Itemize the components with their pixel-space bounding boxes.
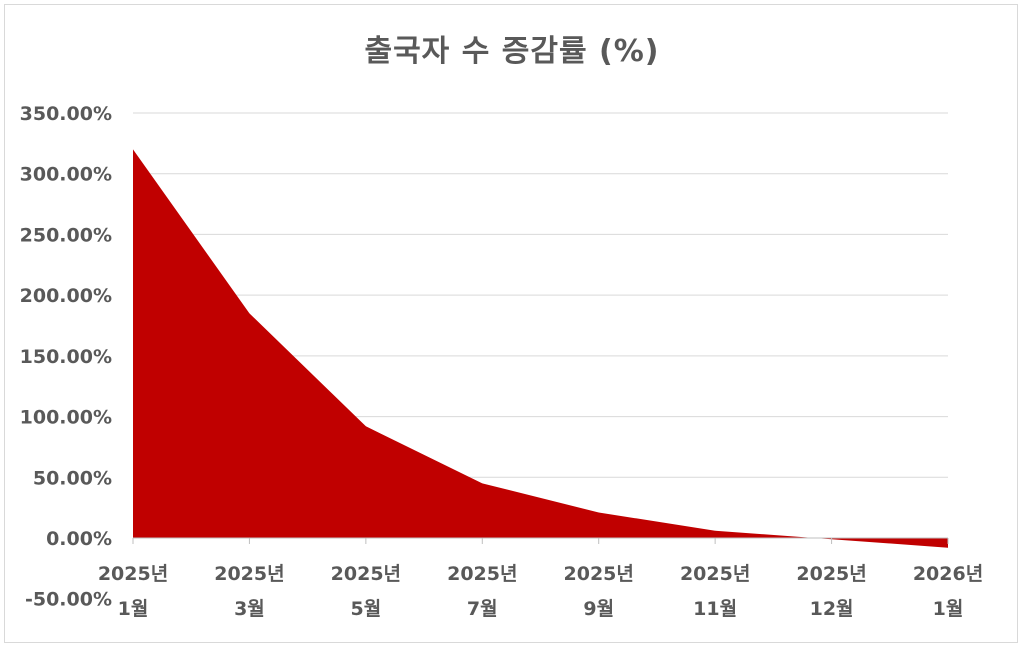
y-tick-label: 0.00% <box>46 528 112 550</box>
area-series <box>132 149 949 548</box>
y-tick-label: 50.00% <box>33 467 112 489</box>
y-tick-label: -50.00% <box>25 589 112 611</box>
x-tick-label-year: 2025년 <box>796 563 866 585</box>
x-tick-label-month: 3월 <box>234 598 265 620</box>
chart-title: 출국자 수 증감률 (%) <box>364 34 660 69</box>
x-axis <box>132 537 949 544</box>
x-tick-label-month: 12월 <box>810 598 854 620</box>
y-tick-label: 100.00% <box>20 407 112 429</box>
area-fill <box>133 149 948 548</box>
x-tick-label-year: 2025년 <box>447 563 517 585</box>
x-tick-label-month: 1월 <box>118 598 149 620</box>
x-tick-label-year: 2025년 <box>680 563 750 585</box>
x-tick-label-month: 5월 <box>351 598 382 620</box>
x-axis-tick-labels: 2025년 1월 2025년 3월 2025년 5월 2025년 7월 2025년 9월 2025년… <box>98 563 983 620</box>
y-axis-tick-labels: -50.00% 0.00% 50.00% 100.00% 150.00% 200.00% 2… <box>20 103 112 611</box>
x-tick-label-year: 2025년 <box>331 563 401 585</box>
x-tick-label-month: 1월 <box>933 598 964 620</box>
y-tick-label: 200.00% <box>20 285 112 307</box>
y-tick-label: 150.00% <box>20 346 112 368</box>
x-tick-label-month: 9월 <box>583 598 614 620</box>
x-tick-label-month: 7월 <box>467 598 498 620</box>
x-tick-label-year: 2025년 <box>98 563 168 585</box>
y-tick-label: 250.00% <box>20 224 112 246</box>
y-tick-label: 350.00% <box>20 103 112 125</box>
x-tick-label-year: 2025년 <box>214 563 284 585</box>
x-tick-label-month: 11월 <box>693 598 737 620</box>
x-tick-label-year: 2026년 <box>913 563 983 585</box>
x-tick-label-year: 2025년 <box>564 563 634 585</box>
y-tick-label: 300.00% <box>20 164 112 186</box>
